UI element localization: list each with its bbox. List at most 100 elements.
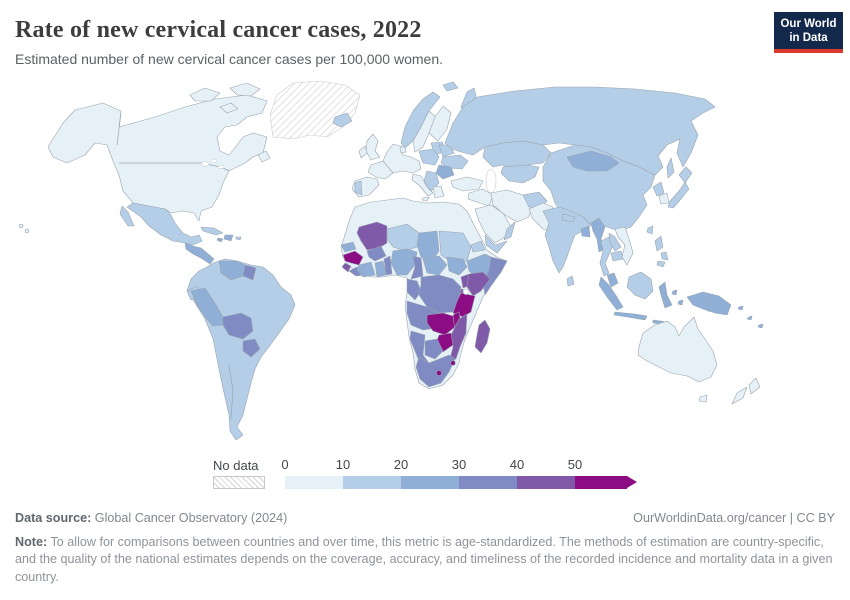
country-romania[interactable] (435, 164, 455, 180)
country-cote-divoire[interactable] (356, 261, 376, 278)
country-sakhalin[interactable] (666, 157, 675, 179)
legend-bin-0-10[interactable] (285, 475, 343, 489)
country-yemen[interactable] (484, 234, 508, 254)
country-vanuatu[interactable] (746, 315, 753, 321)
country-kazakhstan[interactable] (482, 140, 552, 172)
country-taiwan[interactable] (646, 225, 654, 235)
country-sri-lanka[interactable] (566, 275, 575, 287)
country-italy[interactable] (411, 173, 434, 197)
country-zambia[interactable] (426, 312, 456, 336)
country-arctic-islands[interactable] (229, 82, 261, 97)
country-poland[interactable] (418, 148, 440, 166)
country-fiji[interactable] (757, 323, 764, 329)
country-south-sudan[interactable] (446, 256, 468, 276)
country-paraguay[interactable] (242, 338, 261, 358)
country-japan[interactable] (678, 166, 693, 184)
country-central-asia[interactable] (500, 164, 540, 184)
country-solomon-islands[interactable] (737, 305, 744, 311)
country-newfoundland[interactable] (257, 150, 271, 163)
country-nepal[interactable] (561, 213, 576, 223)
country-hispaniola[interactable] (223, 234, 234, 242)
country-sicily[interactable] (421, 196, 430, 202)
country-australia[interactable] (637, 316, 718, 383)
country-sierra-leone[interactable] (341, 262, 352, 273)
country-hawaii[interactable] (24, 228, 30, 234)
legend-bin-30-40[interactable] (459, 475, 517, 489)
country-botswana[interactable] (424, 338, 444, 360)
country-lesotho[interactable] (436, 369, 442, 376)
country-finland[interactable] (428, 105, 452, 142)
country-philippines[interactable] (656, 260, 666, 268)
country-gabon-congo[interactable] (406, 278, 422, 301)
country-iceland[interactable] (332, 112, 353, 128)
country-arctic-islands[interactable] (219, 102, 239, 114)
country-north-korea[interactable] (652, 181, 665, 197)
country-eritrea[interactable] (470, 240, 486, 253)
country-philippines[interactable] (660, 251, 669, 261)
country-new-zealand[interactable] (731, 386, 748, 405)
country-kenya[interactable] (466, 271, 491, 297)
country-philippines[interactable] (654, 235, 664, 252)
legend-no-data-swatch[interactable] (213, 475, 265, 489)
legend-bin-10-20[interactable] (343, 475, 401, 489)
country-malaysia[interactable] (606, 272, 619, 288)
country-canada-usa[interactable] (47, 94, 268, 222)
country-senegal[interactable] (340, 241, 357, 253)
country-togo-benin[interactable] (383, 255, 393, 276)
country-south-korea[interactable] (658, 192, 670, 205)
country-norway[interactable] (400, 91, 441, 149)
country-bolivia[interactable] (222, 312, 254, 340)
country-indonesia-sumatra[interactable] (598, 276, 624, 311)
country-mexico[interactable] (126, 202, 203, 246)
legend-bin-50+[interactable] (575, 475, 627, 489)
country-jamaica[interactable] (216, 237, 224, 243)
country-puerto-rico[interactable] (235, 236, 242, 241)
country-bangladesh[interactable] (580, 225, 591, 238)
legend-bin-40-50[interactable] (517, 475, 575, 489)
country-cambodia[interactable] (610, 250, 624, 262)
country-moluccas[interactable] (677, 299, 684, 306)
country-drc[interactable] (418, 274, 462, 314)
country-ireland[interactable] (358, 145, 368, 159)
country-vietnam[interactable] (614, 226, 634, 266)
country-mongolia[interactable] (566, 150, 620, 172)
country-indonesia-sulawesi[interactable] (658, 281, 673, 309)
legend-bin-20-30[interactable] (401, 475, 459, 489)
country-cameroon[interactable] (410, 255, 424, 280)
country-eswatini[interactable] (450, 360, 456, 366)
country-mexico-baja[interactable] (119, 205, 135, 227)
country-nigeria[interactable] (390, 248, 418, 276)
country-hawaii[interactable] (18, 223, 24, 229)
country-somalia[interactable] (482, 256, 508, 296)
country-japan[interactable] (667, 181, 690, 209)
country-iran[interactable] (490, 189, 534, 223)
country-indonesia-java[interactable] (613, 311, 648, 321)
country-central-america[interactable] (184, 242, 215, 265)
country-greenland[interactable] (269, 80, 361, 140)
country-niger[interactable] (386, 223, 420, 252)
country-laos[interactable] (608, 232, 622, 252)
country-belarus[interactable] (438, 144, 455, 158)
country-china[interactable] (542, 144, 656, 232)
country-central-african-republic[interactable] (422, 255, 448, 276)
country-ukraine[interactable] (440, 154, 469, 170)
country-svalbard[interactable] (442, 81, 459, 92)
country-oman[interactable] (503, 221, 516, 241)
country-portugal[interactable] (354, 180, 363, 196)
country-cuba[interactable] (200, 226, 224, 236)
country-south-america-base[interactable] (186, 258, 296, 441)
country-madagascar[interactable] (474, 319, 491, 354)
country-south-africa[interactable] (415, 354, 456, 388)
country-india[interactable] (542, 206, 592, 274)
country-greece[interactable] (432, 185, 445, 199)
country-united-kingdom[interactable] (365, 133, 381, 161)
country-new-zealand[interactable] (748, 377, 761, 395)
country-turkey[interactable] (450, 176, 484, 192)
country-guyana[interactable] (242, 264, 257, 281)
country-moluccas[interactable] (671, 289, 678, 296)
country-central-europe[interactable] (382, 143, 422, 174)
country-borneo[interactable] (626, 271, 654, 300)
country-burkina-faso[interactable] (366, 245, 387, 262)
country-tasmania[interactable] (698, 394, 708, 403)
country-arctic-islands[interactable] (189, 87, 221, 102)
